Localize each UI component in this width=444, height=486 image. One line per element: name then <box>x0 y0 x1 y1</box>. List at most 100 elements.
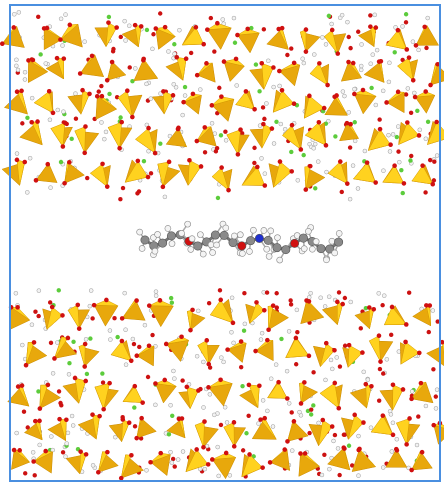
oxygen-atom <box>158 451 163 456</box>
oxygen-atom <box>378 359 383 364</box>
oxygen-atom <box>417 351 422 356</box>
oxygen-atom <box>253 349 258 354</box>
oxygen-atom <box>210 457 215 462</box>
oxygen-atom <box>219 165 224 170</box>
hydrogen-atom <box>83 40 87 44</box>
oxygen-atom <box>232 420 237 425</box>
oxygen-atom <box>365 160 370 165</box>
oxygen-atom <box>431 423 436 428</box>
oxygen-atom <box>47 89 52 94</box>
hydrogen-atom <box>415 443 419 447</box>
page: (() => { JSON.parse(document.getElementB… <box>0 0 444 486</box>
hydrogen-atom <box>381 89 385 93</box>
oxygen-atom <box>35 119 40 124</box>
chlorine-atom <box>333 134 337 138</box>
oxygen-atom <box>294 336 299 341</box>
chlorine-atom <box>71 340 75 344</box>
hydrogen-atom <box>123 291 127 295</box>
hydrogen-atom <box>317 421 321 425</box>
hydrogen-atom <box>231 233 237 239</box>
hydrogen-atom <box>287 329 291 333</box>
oxygen-atom <box>428 158 432 162</box>
oxygen-atom <box>218 377 223 382</box>
oxygen-atom <box>34 178 39 183</box>
atom <box>229 238 237 246</box>
chlorine-atom <box>274 120 278 124</box>
hydrogen-atom <box>197 232 203 238</box>
hydrogen-atom <box>261 398 265 402</box>
oxygen-atom <box>190 308 195 313</box>
oxygen-atom <box>134 298 139 303</box>
hydrogen-atom <box>147 149 151 153</box>
hydrogen-atom <box>356 474 360 478</box>
hydrogen-atom <box>232 16 236 20</box>
oxygen-atom <box>423 89 428 94</box>
oxygen-atom <box>290 410 294 414</box>
oxygen-atom <box>105 450 110 455</box>
hydrogen-atom <box>172 377 176 381</box>
oxygen-atom <box>43 449 48 454</box>
hydrogen-atom <box>61 110 65 114</box>
hydrogen-atom <box>401 24 405 28</box>
chlorine-atom <box>69 137 73 141</box>
oxygen-atom <box>206 362 211 367</box>
oxygen-atom <box>97 89 101 93</box>
oxygen-atom <box>416 414 420 418</box>
hydrogen-atom <box>329 358 333 362</box>
oxygen-atom <box>266 327 271 332</box>
oxygen-atom <box>414 43 419 48</box>
chlorine-atom <box>170 300 174 304</box>
oxygen-atom <box>128 65 132 69</box>
oxygen-atom <box>52 356 57 361</box>
hydrogen-atom <box>278 84 282 88</box>
atom <box>255 234 263 242</box>
hydrogen-atom <box>348 197 352 201</box>
hydrogen-atom <box>48 118 52 122</box>
hydrogen-atom <box>426 16 430 20</box>
oxygen-atom <box>411 78 416 83</box>
oxygen-atom <box>134 436 139 441</box>
oxygen-atom <box>83 342 88 347</box>
oxygen-atom <box>395 448 400 453</box>
oxygen-atom <box>434 120 439 125</box>
oxygen-atom <box>202 419 207 424</box>
hydrogen-atom <box>196 309 200 313</box>
hydrogen-atom <box>377 291 381 295</box>
hydrogen-atom <box>312 146 316 150</box>
oxygen-atom <box>330 424 335 429</box>
hydrogen-atom <box>283 127 287 131</box>
chlorine-atom <box>145 28 149 32</box>
hydrogen-atom <box>91 463 95 467</box>
hydrogen-atom <box>332 439 336 443</box>
oxygen-atom <box>23 471 27 475</box>
hydrogen-atom <box>312 53 316 57</box>
hydrogen-atom <box>181 113 185 117</box>
oxygen-atom <box>150 333 154 337</box>
hydrogen-atom <box>330 367 334 371</box>
oxygen-atom <box>369 384 374 389</box>
hydrogen-atom <box>224 138 228 142</box>
oxygen-atom <box>381 371 385 375</box>
hydrogen-atom <box>257 422 261 426</box>
chlorine-atom <box>415 109 419 113</box>
oxygen-atom <box>285 396 290 401</box>
oxygen-atom <box>254 300 259 305</box>
oxygen-atom <box>434 394 438 398</box>
oxygen-atom <box>129 453 134 458</box>
hydrogen-atom <box>411 40 415 44</box>
oxygen-atom <box>205 27 210 32</box>
oxygen-atom <box>176 127 181 132</box>
hydrogen-atom <box>374 103 378 107</box>
oxygen-atom <box>407 55 412 60</box>
hydrogen-atom <box>375 48 379 52</box>
oxygen-atom <box>161 185 166 190</box>
chlorine-atom <box>289 150 293 154</box>
oxygen-atom <box>158 298 163 303</box>
oxygen-atom <box>347 343 352 348</box>
hydrogen-atom <box>84 337 88 341</box>
oxygen-atom <box>371 307 376 312</box>
oxygen-atom <box>38 406 43 411</box>
hydrogen-atom <box>387 61 391 65</box>
oxygen-atom <box>133 424 137 428</box>
oxygen-atom <box>307 299 312 304</box>
